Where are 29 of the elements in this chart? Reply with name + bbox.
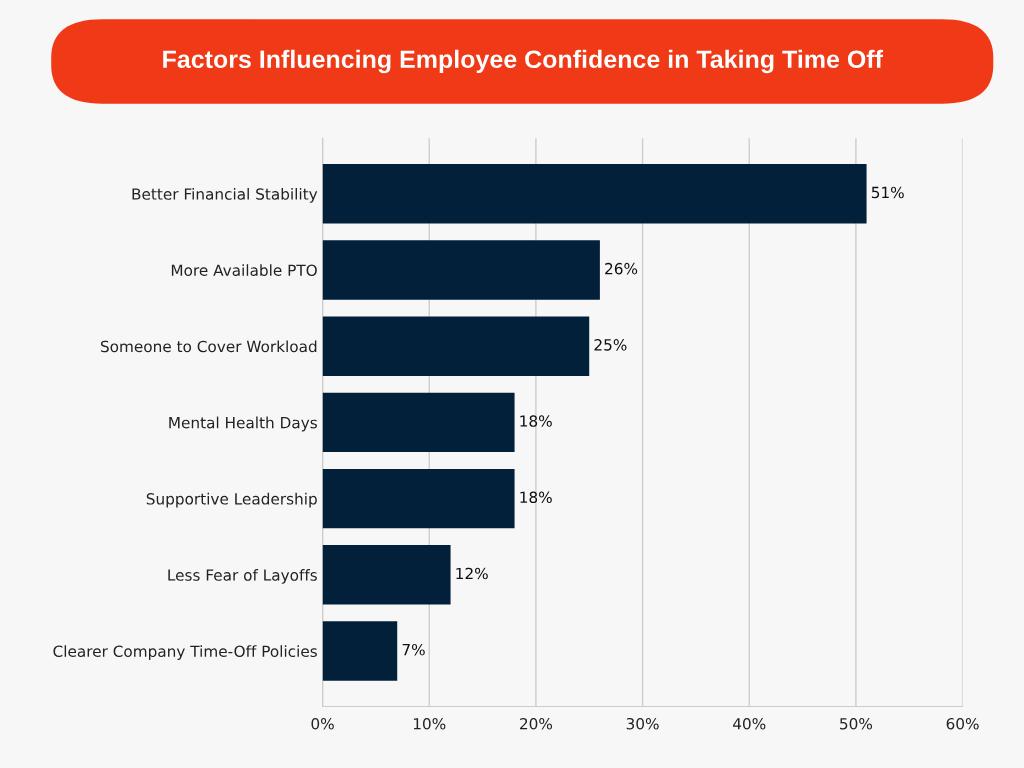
bar	[322, 240, 600, 300]
bar	[322, 164, 867, 224]
y-tick-label: Less Fear of Layoffs	[168, 569, 317, 584]
bar	[322, 621, 398, 681]
data-label: 26%	[605, 262, 638, 275]
data-label: 12%	[456, 567, 488, 580]
bar	[322, 392, 515, 453]
y-tick-label: Mental Health Days	[169, 416, 317, 432]
y-tick-label: More Available PTO	[171, 264, 317, 277]
data-label: 18%	[520, 491, 552, 504]
x-tick-label: 20%	[520, 717, 553, 730]
x-tick-label: 50%	[840, 717, 873, 730]
y-tick-label: Someone to Cover Workload	[100, 340, 317, 353]
x-tick-label: 60%	[946, 717, 979, 730]
bar	[322, 316, 590, 376]
y-tick-label: Supportive Leadership	[146, 492, 317, 508]
x-tick-label: 40%	[733, 717, 766, 730]
x-tick-label: 0%	[311, 717, 334, 730]
x-tick-label: 30%	[626, 717, 659, 730]
data-label: 7%	[402, 643, 425, 656]
bar	[322, 468, 515, 529]
data-label: 18%	[520, 415, 552, 427]
data-label: 25%	[594, 339, 627, 351]
bar	[322, 545, 451, 605]
y-tick-label: Clearer Company Time-Off Policies	[53, 645, 317, 660]
chart-title: Factors Influencing Employee Confidence in Taking Time Off	[163, 49, 884, 74]
data-label: 51%	[871, 186, 904, 199]
x-tick-label: 10%	[413, 717, 446, 730]
y-tick-label: Better Financial Stability	[132, 187, 318, 203]
